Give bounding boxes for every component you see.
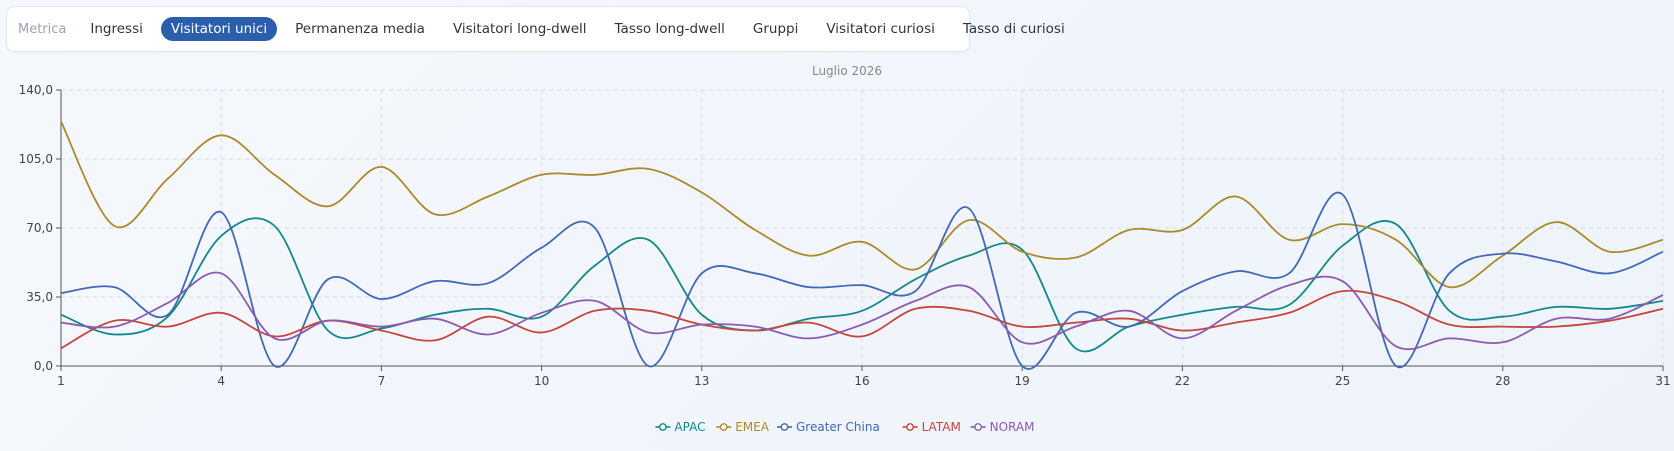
grid-layer bbox=[61, 89, 1664, 366]
legend-item-greater-china[interactable]: Greater China bbox=[777, 420, 880, 434]
legend-label: Greater China bbox=[796, 420, 880, 434]
legend-marker-icon bbox=[659, 423, 667, 431]
legend-item-apac[interactable]: APAC bbox=[655, 420, 705, 434]
x-tick-label: 16 bbox=[854, 374, 869, 388]
y-tick-label: 70,0 bbox=[26, 221, 53, 235]
y-tick-label: 0,0 bbox=[34, 359, 53, 373]
legend-label: NORAM bbox=[990, 420, 1035, 434]
x-tick-label: 13 bbox=[694, 374, 709, 388]
legend[interactable]: APAC EMEA Greater China LATAM NORAM bbox=[655, 420, 1034, 434]
series-line-greater-china[interactable] bbox=[60, 191, 1664, 370]
series-line-apac[interactable] bbox=[60, 217, 1664, 353]
x-tick-label: 7 bbox=[378, 374, 386, 388]
legend-item-noram[interactable]: NORAM bbox=[970, 420, 1035, 434]
tab-ingressi[interactable]: Ingressi bbox=[90, 21, 143, 37]
tab-permanenza-media[interactable]: Permanenza media bbox=[295, 21, 425, 37]
tab-tasso-di-curiosi[interactable]: Tasso di curiosi bbox=[962, 21, 1065, 37]
y-tick-label: 35,0 bbox=[26, 290, 53, 304]
tab-visitatori-curiosi[interactable]: Visitatori curiosi bbox=[826, 21, 935, 37]
tab-tasso-long-dwell[interactable]: Tasso long-dwell bbox=[614, 21, 725, 37]
tab-visitatori-long-dwell[interactable]: Visitatori long-dwell bbox=[452, 21, 587, 37]
legend-marker-icon bbox=[719, 423, 728, 431]
metric-label: Metrica bbox=[18, 21, 67, 37]
axis-layer: 0,0 35,0 70,0 105,0 140,0 1 4 7 10 13 16 19 22 25 28 31 bbox=[19, 83, 1671, 388]
legend-marker-icon bbox=[906, 423, 914, 431]
x-tick-label: 10 bbox=[534, 374, 549, 388]
x-tick-label: 4 bbox=[217, 374, 225, 388]
series-layer bbox=[60, 121, 1664, 370]
tab-visitatori-unici[interactable]: Visitatori unici bbox=[160, 17, 278, 41]
legend-marker-icon bbox=[974, 423, 982, 431]
legend-item-emea[interactable]: EMEA bbox=[716, 420, 770, 434]
chart-container: Luglio 2026 0,0 35,0 70,0 105,0 140,0 1 4 7 10 13… bbox=[0, 60, 1674, 451]
metric-tabbar: Metrica Ingressi Visitatori unici Perman… bbox=[6, 6, 1065, 52]
legend-label: EMEA bbox=[735, 420, 770, 434]
legend-marker-icon bbox=[780, 423, 789, 431]
x-tick-label: 19 bbox=[1015, 374, 1030, 388]
legend-label: APAC bbox=[674, 420, 705, 434]
series-line-emea[interactable] bbox=[60, 121, 1664, 289]
x-tick-label: 31 bbox=[1655, 374, 1670, 388]
legend-item-latam[interactable]: LATAM bbox=[902, 420, 961, 434]
x-tick-label: 25 bbox=[1335, 374, 1350, 388]
legend-label: LATAM bbox=[922, 420, 961, 434]
x-tick-label: 28 bbox=[1495, 374, 1510, 388]
y-tick-label: 105,0 bbox=[19, 152, 53, 166]
x-tick-label: 1 bbox=[57, 374, 65, 388]
tab-gruppi[interactable]: Gruppi bbox=[752, 21, 799, 37]
x-tick-label: 22 bbox=[1175, 374, 1190, 388]
series-line-noram[interactable] bbox=[60, 271, 1664, 351]
line-chart: Luglio 2026 0,0 35,0 70,0 105,0 140,0 1 4 7 10 13… bbox=[19, 64, 1671, 434]
chart-title: Luglio 2026 bbox=[812, 64, 882, 78]
y-tick-label: 140,0 bbox=[19, 83, 53, 97]
